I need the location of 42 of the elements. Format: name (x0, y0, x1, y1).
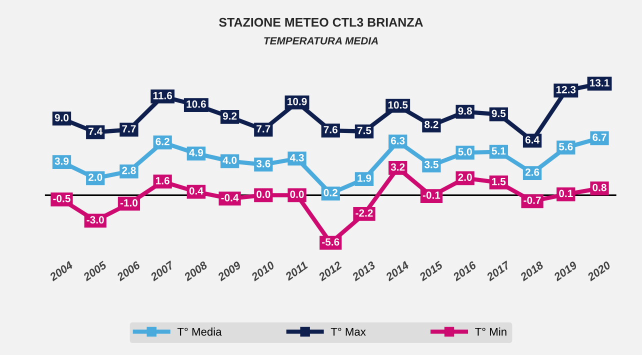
data-label: 9.5 (492, 110, 506, 118)
data-label: 2.0 (88, 174, 102, 181)
data-label: 0.0 (256, 190, 270, 198)
data-label: 2.8 (122, 166, 136, 174)
data-label: 0.8 (592, 184, 606, 192)
data-label: 7.4 (88, 128, 103, 135)
data-label: 3.6 (256, 160, 270, 168)
data-label: 1.9 (358, 174, 372, 182)
legend-label: T° Media (177, 328, 222, 336)
data-label: 2.0 (458, 174, 472, 181)
data-label: 9.0 (54, 114, 69, 122)
data-label: 3.5 (424, 160, 438, 168)
data-label: 6.3 (390, 137, 405, 144)
data-label: 7.6 (324, 126, 338, 134)
data-label: 4.3 (290, 154, 304, 162)
data-label: 7.7 (122, 125, 136, 132)
data-label: 0.2 (324, 188, 338, 196)
data-label: 5.6 (558, 142, 573, 150)
data-label: 0.0 (290, 190, 304, 198)
data-label: 5.0 (458, 148, 472, 156)
data-label: 5.1 (492, 147, 506, 155)
data-label: 7.7 (256, 125, 270, 132)
data-label: 1.5 (492, 178, 506, 186)
data-label: 2.6 (525, 168, 540, 176)
data-label: 4.9 (189, 148, 204, 156)
chart-subtitle: TEMPERATURA MEDIA (264, 37, 378, 44)
data-label: 9.2 (222, 112, 237, 120)
legend-label: T° Max (330, 328, 366, 336)
data-label: 9.8 (458, 107, 472, 115)
data-label: 0.1 (559, 190, 573, 198)
data-label: 7.5 (357, 126, 372, 134)
data-label: 1.6 (156, 177, 170, 184)
chart-title: STAZIONE METEO CTL3 BRIANZA (219, 18, 423, 27)
data-label: 6.4 (525, 136, 540, 144)
data-label: 8.2 (424, 120, 438, 128)
data-label: 6.7 (592, 134, 606, 141)
legend-label: T° Min (475, 328, 506, 336)
data-label: 3.2 (390, 163, 405, 171)
data-label: 6.2 (156, 138, 170, 146)
data-label: 3.9 (54, 157, 69, 165)
data-label: 0.4 (189, 187, 204, 195)
data-label: 4.0 (222, 156, 237, 164)
